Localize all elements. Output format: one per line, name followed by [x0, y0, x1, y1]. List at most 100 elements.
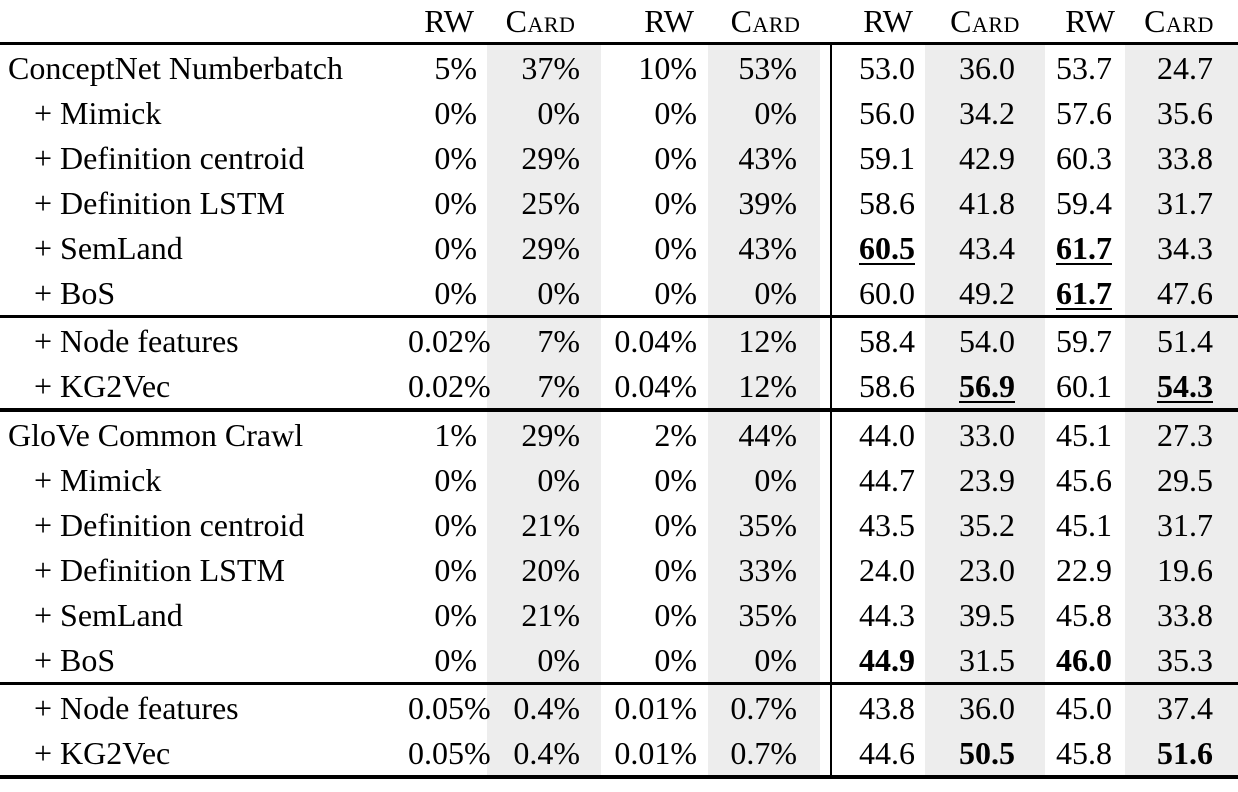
table-header: RW Card RW Card RW Card RW Card: [0, 0, 1238, 44]
cell: 0%: [434, 274, 477, 311]
col-header-rw-3: RW: [863, 3, 913, 39]
cell: 37.4: [1120, 683, 1238, 730]
col-header-rw-1: RW: [424, 3, 474, 39]
cell: 12%: [700, 316, 831, 363]
cell: 51.4: [1120, 316, 1238, 363]
cell: 0.4%: [480, 683, 601, 730]
cell: 0%: [480, 270, 601, 317]
header-spacer: [0, 0, 408, 44]
row-label: + Definition centroid: [34, 139, 305, 176]
col-header-card-1: Card: [505, 3, 576, 39]
cell: 21%: [480, 502, 601, 547]
cell: 12%: [700, 363, 831, 410]
col-header-card-3: Card: [950, 3, 1020, 39]
cell: 29%: [480, 225, 601, 270]
cell: 0%: [434, 506, 477, 543]
cell: 0%: [700, 457, 831, 502]
cell-best: 44.9: [830, 637, 925, 684]
cell: 44%: [700, 410, 831, 457]
cell: 58.4: [830, 316, 925, 363]
row-label: + BoS: [34, 274, 116, 311]
row-label: + Definition LSTM: [34, 184, 285, 221]
cell: 33%: [700, 547, 831, 592]
cell: 0%: [434, 641, 477, 678]
cell: 5%: [434, 49, 477, 86]
cell-best: 46.0: [1056, 641, 1112, 678]
cell: 59.4: [1056, 184, 1112, 221]
cell: 33.8: [1120, 135, 1238, 180]
cell: 36.0: [925, 43, 1045, 90]
cell: 22.9: [1056, 551, 1112, 588]
cell: 44.7: [830, 457, 925, 502]
cell: 60.1: [1056, 367, 1112, 404]
cell: 36.0: [925, 683, 1045, 730]
cell: 25%: [480, 180, 601, 225]
cell: 29%: [480, 410, 601, 457]
header-row: RW Card RW Card RW Card RW Card: [0, 0, 1238, 44]
cell-best: 61.7: [1056, 229, 1112, 266]
cell: 0.05%: [408, 689, 491, 726]
row-label: + KG2Vec: [34, 734, 171, 771]
cell: 31.5: [925, 637, 1045, 684]
cell: 0%: [434, 94, 477, 131]
table-row: + KG2Vec 0.02% 7% 0.04% 12% 58.6 56.9 60…: [0, 363, 1238, 410]
cell-best: 56.9: [925, 363, 1045, 410]
row-label: + Node features: [34, 689, 239, 726]
table-row: + BoS 0% 0% 0% 0% 44.9 31.5 46.0 35.3: [0, 637, 1238, 684]
section-glove: GloVe Common Crawl 1% 29% 2% 44% 44.0 33…: [0, 410, 1238, 684]
cell: 35%: [700, 592, 831, 637]
table-row: + Definition centroid 0% 29% 0% 43% 59.1…: [0, 135, 1238, 180]
cell: 0.04%: [614, 367, 697, 404]
cell: 35.2: [925, 502, 1045, 547]
cell: 56.0: [830, 90, 925, 135]
cell: 58.6: [830, 180, 925, 225]
cell: 7%: [480, 316, 601, 363]
table-row: + SemLand 0% 29% 0% 43% 60.5 43.4 61.7 3…: [0, 225, 1238, 270]
col-header-card-2: Card: [730, 3, 801, 39]
cell: 37%: [480, 43, 601, 90]
cell: 45.0: [1056, 689, 1112, 726]
cell: 41.8: [925, 180, 1045, 225]
table-row: + Mimick 0% 0% 0% 0% 44.7 23.9 45.6 29.5: [0, 457, 1238, 502]
table-row: + BoS 0% 0% 0% 0% 60.0 49.2 61.7 47.6: [0, 270, 1238, 317]
cell: 59.7: [1056, 322, 1112, 359]
cell: 24.0: [830, 547, 925, 592]
cell: 45.1: [1056, 506, 1112, 543]
cell: 29.5: [1120, 457, 1238, 502]
row-label: + Mimick: [34, 461, 162, 498]
table-row: + Definition LSTM 0% 20% 0% 33% 24.0 23.…: [0, 547, 1238, 592]
row-label: + Mimick: [34, 94, 162, 131]
col-header-card-4: Card: [1144, 3, 1214, 39]
cell: 0.05%: [408, 734, 491, 771]
table-row: + KG2Vec 0.05% 0.4% 0.01% 0.7% 44.6 50.5…: [0, 730, 1238, 777]
table-row: + Node features 0.02% 7% 0.04% 12% 58.4 …: [0, 316, 1238, 363]
cell: 20%: [480, 547, 601, 592]
table-row: + Definition centroid 0% 21% 0% 35% 43.5…: [0, 502, 1238, 547]
cell: 39.5: [925, 592, 1045, 637]
cell: 57.6: [1056, 94, 1112, 131]
cell: 54.0: [925, 316, 1045, 363]
cell: 44.0: [830, 410, 925, 457]
cell: 2%: [654, 416, 697, 453]
cell: 29%: [480, 135, 601, 180]
cell: 0%: [654, 139, 697, 176]
cell: 0%: [654, 596, 697, 633]
table-row: GloVe Common Crawl 1% 29% 2% 44% 44.0 33…: [0, 410, 1238, 457]
cell: 34.3: [1120, 225, 1238, 270]
table-row: + Mimick 0% 0% 0% 0% 56.0 34.2 57.6 35.6: [0, 90, 1238, 135]
row-label: + BoS: [34, 641, 116, 678]
cell: 33.8: [1120, 592, 1238, 637]
cell: 39%: [700, 180, 831, 225]
cell: 60.0: [830, 270, 925, 317]
cell: 43%: [700, 135, 831, 180]
cell: 45.8: [1056, 596, 1112, 633]
cell: 19.6: [1120, 547, 1238, 592]
cell: 23.9: [925, 457, 1045, 502]
cell: 23.0: [925, 547, 1045, 592]
cell: 0.7%: [700, 730, 831, 777]
cell: 49.2: [925, 270, 1045, 317]
cell: 34.2: [925, 90, 1045, 135]
cell: 0%: [480, 90, 601, 135]
cell: 0%: [700, 637, 831, 684]
